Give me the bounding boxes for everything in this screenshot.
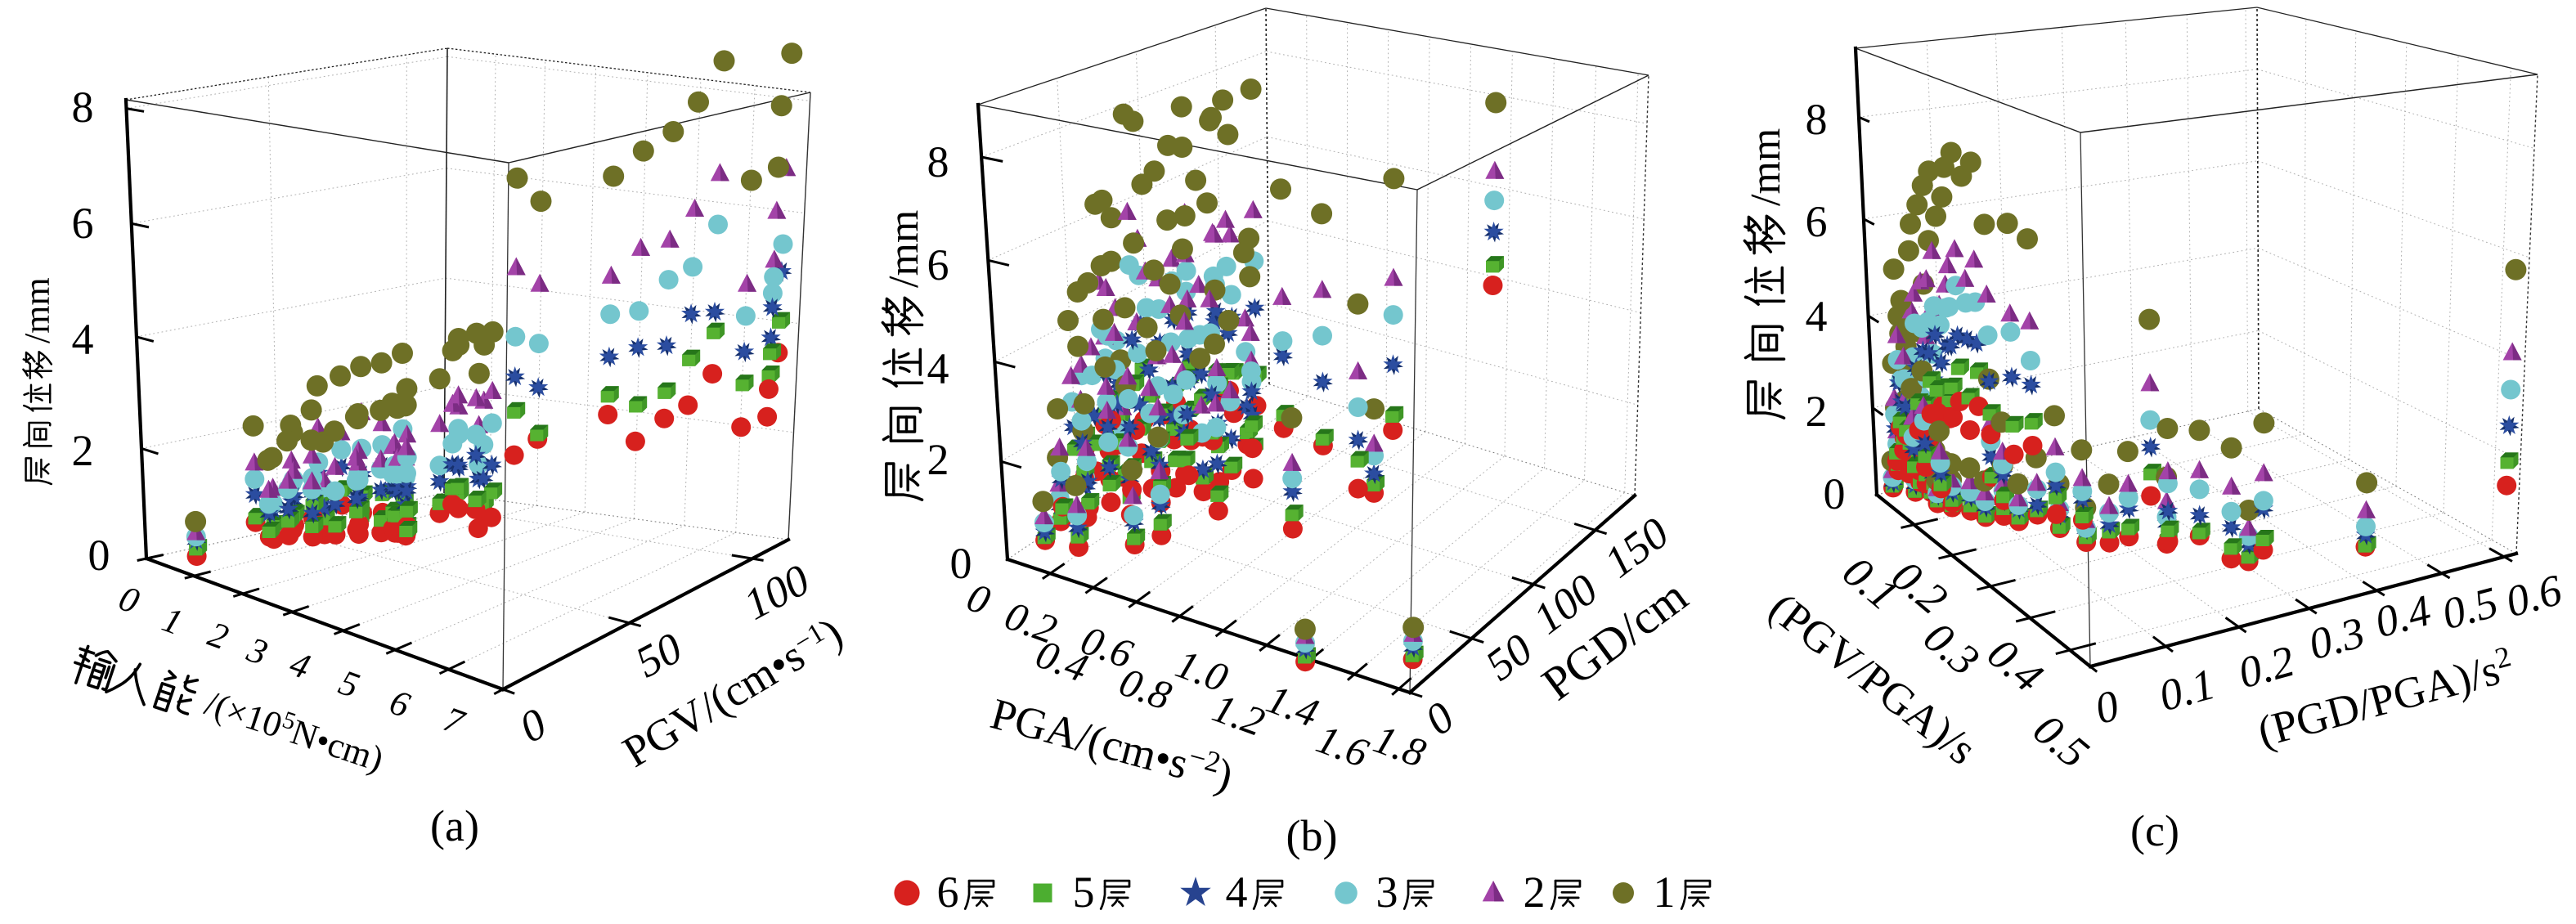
svg-text:/mm: /mm xyxy=(17,277,57,343)
svg-text:4: 4 xyxy=(1226,868,1248,917)
svg-text:4: 4 xyxy=(927,344,949,393)
svg-text:(b): (b) xyxy=(1286,811,1338,860)
svg-text:2: 2 xyxy=(72,426,94,475)
svg-text:(a): (a) xyxy=(430,801,479,850)
svg-text:6: 6 xyxy=(72,199,94,248)
svg-text:3: 3 xyxy=(1376,868,1398,917)
svg-text:8: 8 xyxy=(1806,95,1828,144)
svg-text:1: 1 xyxy=(1654,868,1676,917)
svg-text:6: 6 xyxy=(927,240,949,289)
svg-text:(c): (c) xyxy=(2130,806,2179,855)
svg-text:4: 4 xyxy=(1806,292,1828,341)
svg-text:2: 2 xyxy=(1524,868,1546,917)
svg-text:/mm: /mm xyxy=(881,210,927,288)
svg-text:8: 8 xyxy=(72,83,94,132)
svg-text:2: 2 xyxy=(927,435,949,484)
svg-text:6: 6 xyxy=(937,868,959,917)
svg-text:6: 6 xyxy=(1806,197,1828,246)
svg-text:0: 0 xyxy=(88,531,110,580)
svg-text:5: 5 xyxy=(1073,868,1095,917)
svg-text:4: 4 xyxy=(72,315,94,364)
svg-text:0: 0 xyxy=(1824,469,1846,518)
svg-text:2: 2 xyxy=(1806,387,1828,436)
svg-text:8: 8 xyxy=(927,137,949,186)
svg-text:/mm: /mm xyxy=(1743,128,1789,206)
svg-text:0: 0 xyxy=(950,539,972,588)
